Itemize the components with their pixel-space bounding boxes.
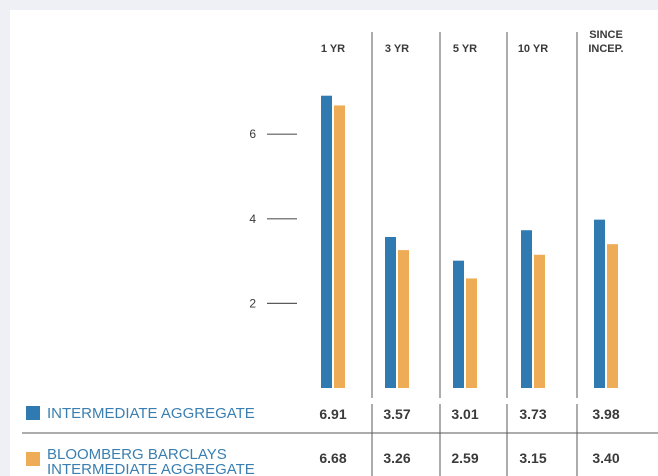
legend-label-0: INTERMEDIATE AGGREGATE	[47, 405, 255, 422]
legend-swatch-0	[26, 406, 40, 420]
column-header-4: SINCE	[589, 29, 623, 41]
bar-index-2	[466, 278, 477, 388]
value-label-0-0: 6.91	[319, 406, 346, 422]
legend-swatch-1	[26, 452, 40, 466]
y-tick-label-2: 6	[249, 127, 256, 141]
legend-label-1: BLOOMBERG BARCLAYS	[47, 446, 227, 463]
value-label-1-4: 3.40	[592, 450, 619, 466]
column-header-1: 3 YR	[385, 43, 409, 55]
bar-fund-4	[594, 219, 605, 388]
value-label-1-0: 6.68	[319, 450, 346, 466]
y-tick-label-0: 2	[249, 296, 256, 310]
value-label-1-1: 3.26	[383, 450, 410, 466]
bar-index-0	[334, 105, 345, 388]
y-tick-label-1: 4	[249, 212, 256, 226]
value-label-1-2: 2.59	[451, 450, 478, 466]
column-header-2: 5 YR	[453, 43, 477, 55]
bar-fund-2	[453, 260, 464, 388]
value-label-1-3: 3.15	[519, 450, 546, 466]
column-header-3: 10 YR	[518, 43, 548, 55]
value-label-0-1: 3.57	[383, 406, 410, 422]
bar-index-4	[607, 244, 618, 388]
returns-chart: 1 YR 3 YR 5 YR 10 YR SINCE INCEP. 2 4 6 INTERMEDI…	[22, 29, 658, 476]
value-label-0-3: 3.73	[519, 406, 546, 422]
performance-table-chart: 1 YR 3 YR 5 YR 10 YR SINCE INCEP. 2 4 6 INTERMEDI…	[10, 10, 658, 476]
bar-fund-1	[385, 236, 396, 388]
legend-label-1: INTERMEDIATE AGGREGATE	[47, 461, 255, 476]
bar-index-1	[398, 250, 409, 388]
bar-fund-3	[521, 230, 532, 388]
value-label-0-2: 3.01	[451, 406, 478, 422]
bar-fund-0	[321, 95, 332, 388]
value-label-0-4: 3.98	[592, 406, 619, 422]
column-header-0: 1 YR	[321, 43, 345, 55]
bar-index-3	[534, 254, 545, 388]
column-header-4: INCEP.	[588, 43, 623, 55]
